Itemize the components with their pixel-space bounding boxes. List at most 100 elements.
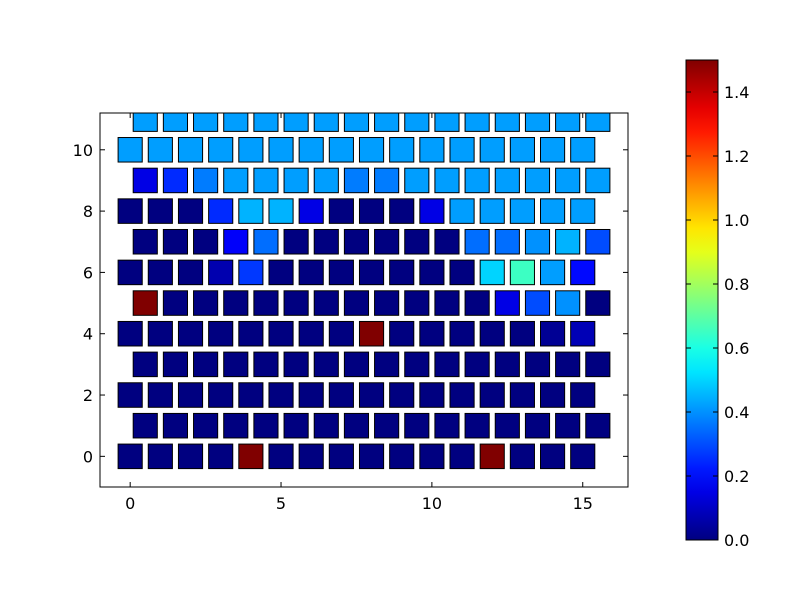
heatmap-cell	[268, 137, 294, 163]
plot-area: 0 5 10 15 0 2 4 6 8 10	[73, 112, 629, 513]
heatmap-cell	[358, 320, 385, 347]
heatmap-cell	[524, 412, 551, 439]
heatmap-cell	[238, 259, 264, 286]
colorbar-tick-label: 0.6	[724, 339, 749, 358]
heatmap-cell	[509, 259, 535, 286]
heatmap-cell	[177, 137, 204, 163]
heatmap-cell	[253, 167, 279, 194]
heatmap-cell	[283, 412, 309, 439]
colorbar-tick-label: 1.0	[724, 211, 749, 230]
heatmap-cell	[208, 320, 234, 347]
heatmap-cell	[494, 228, 520, 255]
heatmap-cell	[238, 382, 264, 408]
heatmap-cell	[313, 412, 339, 439]
heatmap-cell	[298, 259, 324, 286]
heatmap-cell	[208, 137, 234, 163]
heatmap-cell	[389, 259, 415, 286]
heatmap-cell	[283, 113, 309, 132]
heatmap-cell	[374, 412, 400, 439]
heatmap-cell	[162, 167, 188, 194]
heatmap-cell	[298, 382, 324, 408]
heatmap-cell	[509, 198, 535, 224]
heatmap-cell	[570, 259, 596, 286]
heatmap-cell	[238, 137, 264, 163]
heatmap-cell	[479, 259, 505, 286]
heatmap-cell	[313, 113, 339, 132]
heatmap-cell	[404, 351, 430, 378]
heatmap-cell	[208, 382, 234, 408]
heatmap-cell	[509, 137, 535, 163]
heatmap-cell	[223, 228, 249, 255]
heatmap-cell	[268, 259, 294, 286]
heatmap-cell	[268, 320, 294, 347]
colorbar-tick-label: 1.2	[724, 147, 749, 166]
heatmap-cell	[268, 198, 294, 224]
heatmap-cell	[132, 290, 158, 316]
heatmap-cell	[434, 113, 460, 132]
heatmap-cell	[419, 382, 445, 408]
heatmap-cell	[404, 228, 430, 255]
heatmap-cell	[449, 259, 475, 286]
heatmap-cell	[328, 443, 354, 470]
heatmap-cell	[374, 228, 400, 255]
heatmap-cell	[479, 198, 505, 224]
heatmap-cell	[419, 198, 445, 224]
heatmap-cell	[389, 320, 415, 347]
heatmap-cell	[464, 228, 490, 255]
heatmap-cell	[449, 382, 475, 408]
heatmap-cell	[253, 113, 279, 132]
heatmap-cell	[177, 443, 204, 470]
y-tick-label: 2	[83, 386, 93, 405]
heatmap-cell	[223, 290, 249, 316]
heatmap-cell	[389, 198, 415, 224]
colorbar-tick-label: 0.4	[724, 403, 749, 422]
heatmap-cell	[555, 113, 581, 132]
x-tick-label: 15	[573, 494, 593, 513]
colorbar-tick-label: 0.0	[724, 531, 749, 550]
heatmap-cell	[298, 198, 324, 224]
heatmap-cell	[253, 228, 279, 255]
heatmap-cell	[509, 382, 535, 408]
heatmap-cell	[132, 351, 158, 378]
heatmap-cell	[389, 137, 415, 163]
heatmap-cell	[374, 290, 400, 316]
heatmap-cell	[298, 137, 324, 163]
heatmap-cell	[358, 443, 385, 470]
heatmap-cell	[419, 443, 445, 470]
heatmap-cell	[298, 443, 324, 470]
heatmap-cell	[177, 382, 204, 408]
heatmap-cell	[253, 351, 279, 378]
heatmap-cell	[162, 228, 188, 255]
heatmap-cell	[449, 320, 475, 347]
heatmap-cell	[449, 443, 475, 470]
y-tick-label: 10	[73, 141, 93, 160]
heatmap-cell	[238, 320, 264, 347]
heatmap-cell	[555, 167, 581, 194]
colorbar-tick-label: 0.8	[724, 275, 749, 294]
heatmap-cell	[449, 198, 475, 224]
heatmap-cell	[404, 290, 430, 316]
heatmap-cell	[223, 113, 249, 132]
heatmap-cell	[585, 290, 611, 316]
heatmap-cell	[238, 443, 264, 470]
heatmap-cell	[540, 382, 566, 408]
heatmap-cell	[524, 113, 551, 132]
heatmap-cell	[479, 320, 505, 347]
heatmap-cell	[540, 198, 566, 224]
heatmap-cell	[328, 382, 354, 408]
heatmap-cell	[343, 113, 370, 132]
heatmap-cell	[358, 137, 385, 163]
heatmap-cell	[585, 351, 611, 378]
heatmap-cell	[434, 412, 460, 439]
heatmap-cell	[494, 351, 520, 378]
heatmap-cell	[147, 198, 173, 224]
heatmap-cell	[358, 259, 385, 286]
heatmap-cell	[464, 412, 490, 439]
heatmap-cell	[449, 137, 475, 163]
heatmap-cell	[193, 113, 219, 132]
heatmap-cell	[223, 351, 249, 378]
y-tick-label: 0	[83, 447, 93, 466]
heatmap-cell	[147, 443, 173, 470]
